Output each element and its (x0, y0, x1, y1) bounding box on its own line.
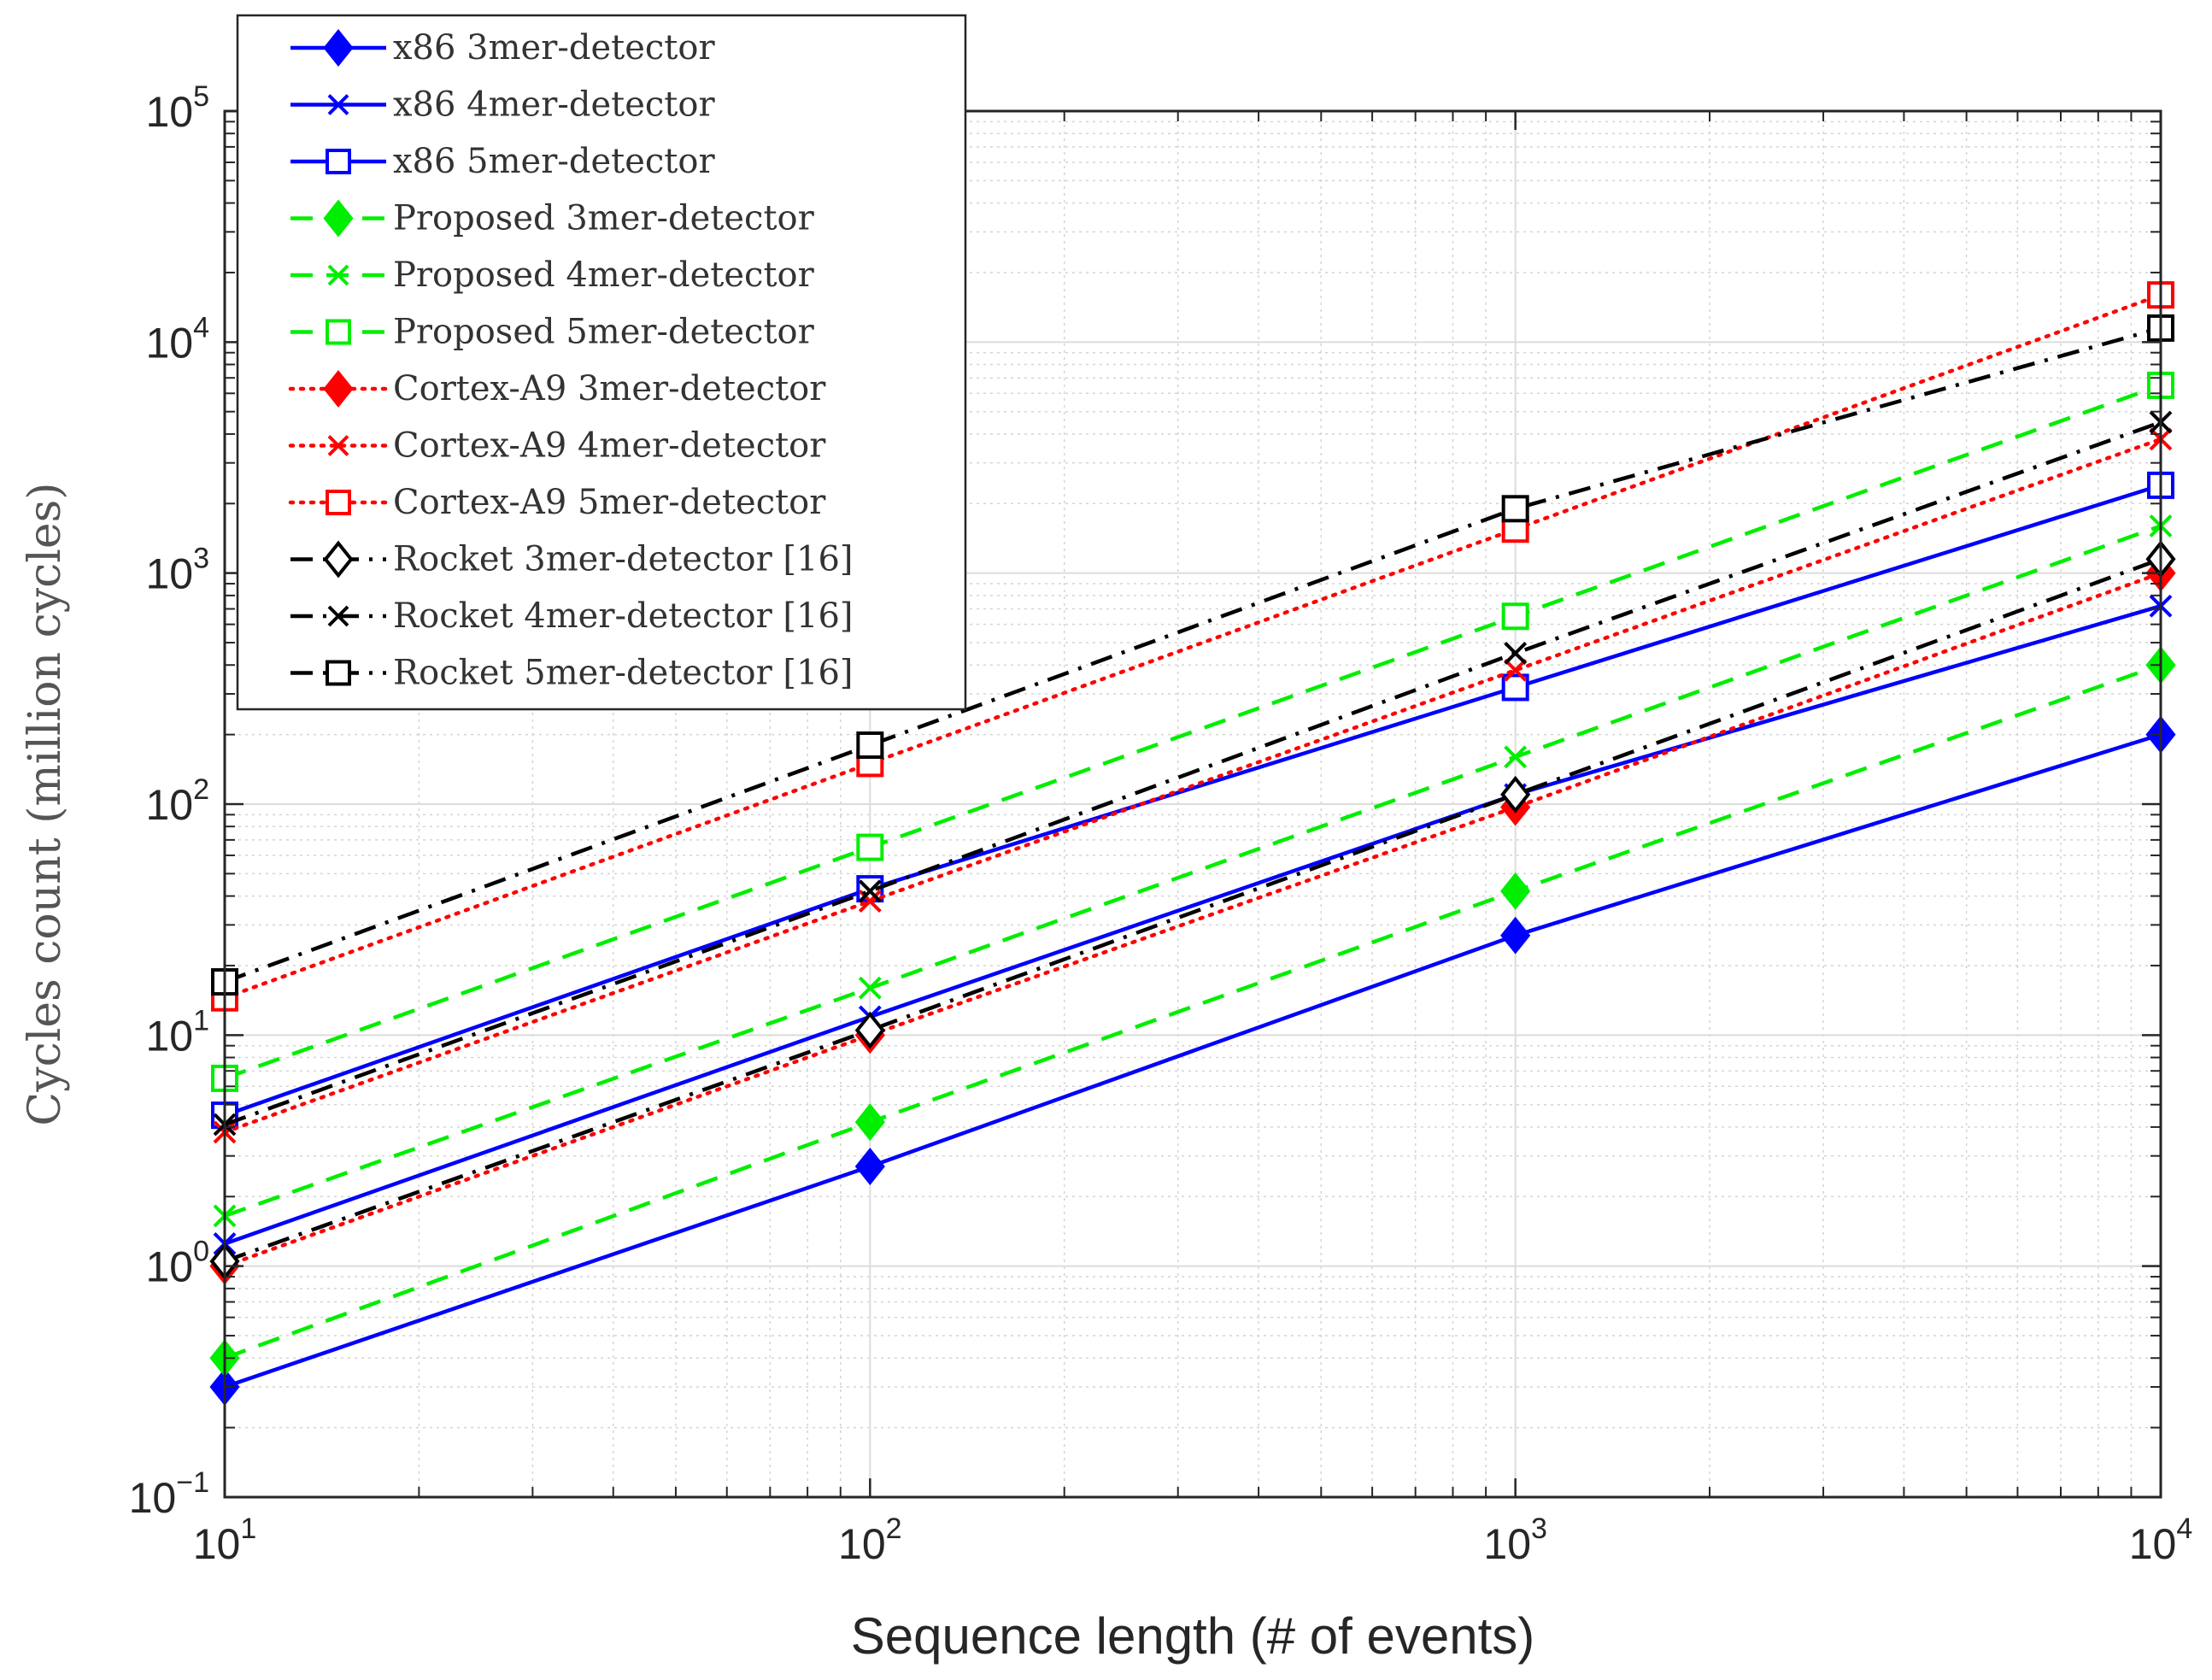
x-marker (858, 976, 882, 1000)
y-tick-label: 100 (145, 1236, 209, 1291)
legend-label: Proposed 5mer-detector (393, 313, 815, 352)
square-marker (326, 149, 351, 174)
legend-box (236, 14, 967, 711)
legend-label: Cortex-A9 4mer-detector (393, 426, 826, 466)
y-tick-label: 103 (145, 543, 209, 598)
diamond-marker (323, 540, 354, 579)
diamond-marker (854, 1148, 885, 1186)
x-marker-stroke (327, 264, 349, 286)
square-marker (326, 660, 351, 686)
x-tick-label: 103 (1483, 1513, 1547, 1568)
series-line (224, 483, 2162, 1118)
x-marker (327, 94, 349, 115)
x-marker-stroke (858, 976, 882, 1000)
square-marker (326, 490, 351, 515)
legend-item: Rocket 5mer-detector [16] (290, 654, 854, 693)
series-line (224, 420, 2162, 1127)
legend-label: Rocket 3mer-detector [16] (393, 540, 854, 579)
x-marker (327, 605, 349, 627)
series-rocket-4mer-detector-16 (213, 410, 2173, 1137)
legend-item: Proposed 4mer-detector (290, 256, 815, 295)
legend-item: Cortex-A9 3mer-detector (288, 369, 826, 408)
series-cortex-a9-4mer-detector (213, 427, 2173, 1144)
legend-label: x86 3mer-detector (393, 28, 715, 68)
series-line (222, 571, 2163, 1268)
x-marker (1504, 658, 1528, 682)
legend-label: Cortex-A9 5mer-detector (393, 483, 826, 522)
square-marker (326, 319, 351, 345)
y-tick-label: 101 (145, 1004, 209, 1060)
series-line (222, 292, 2163, 1000)
diamond-marker (854, 1103, 885, 1142)
legend-label: Cortex-A9 3mer-detector (393, 369, 826, 408)
square-marker (856, 731, 884, 759)
legend-item: Rocket 4mer-detector [16] (290, 596, 854, 636)
y-tick-label: 10−1 (129, 1466, 209, 1522)
series-line (224, 604, 2162, 1246)
x-marker-stroke (327, 605, 349, 627)
series-line (224, 732, 2162, 1389)
x-tick-labels: 101 102 103 104 (193, 1513, 2193, 1568)
series-line (222, 437, 2163, 1135)
series-line (224, 326, 2162, 984)
legend-item: Cortex-A9 5mer-detector (288, 483, 826, 522)
y-tick-label: 105 (145, 80, 209, 136)
series-line (224, 524, 2162, 1219)
x-marker-stroke (1504, 745, 1528, 769)
legend-label: Proposed 4mer-detector (393, 256, 815, 295)
x-marker (327, 264, 349, 286)
diamond-marker (323, 199, 354, 238)
diamond-marker (1500, 916, 1531, 955)
series-line (224, 383, 2162, 1081)
square-marker (1501, 495, 1529, 523)
legend: x86 3mer-detector x86 4mer-detector x86 5m… (236, 14, 967, 711)
legend-items: x86 3mer-detector x86 4mer-detector x86 5m… (288, 28, 854, 693)
series-line (224, 663, 2162, 1360)
y-axis-title: Cycles count (million cycles) (20, 482, 71, 1125)
legend-label: Rocket 5mer-detector [16] (393, 654, 854, 693)
y-tick-label: 104 (145, 311, 209, 367)
diamond-marker (1500, 872, 1531, 910)
diamond-marker (323, 370, 354, 408)
legend-item: Proposed 5mer-detector (290, 313, 815, 352)
x-marker-stroke (1504, 642, 1528, 665)
x-marker-stroke (858, 879, 882, 903)
x-tick-label: 101 (193, 1513, 257, 1568)
legend-item: x86 4mer-detector (290, 85, 715, 125)
y-tick-label: 102 (145, 773, 209, 829)
series-line (224, 557, 2162, 1264)
diamond-marker (854, 1011, 885, 1049)
diamond-marker (1500, 775, 1531, 814)
y-tick-labels: 10−1 100 101 102 103 104 105 (129, 80, 209, 1522)
x-marker-stroke (858, 890, 882, 913)
x-axis-title: Sequence length (# of events) (851, 1607, 1535, 1665)
x-marker (1504, 745, 1528, 769)
x-marker (1504, 642, 1528, 665)
x-marker-stroke (327, 435, 349, 456)
legend-label: x86 4mer-detector (393, 85, 715, 125)
legend-label: x86 5mer-detector (393, 142, 715, 181)
square-marker (856, 833, 884, 861)
diamond-marker (323, 29, 354, 67)
legend-item: Rocket 3mer-detector [16] (290, 540, 854, 579)
x-marker (858, 879, 882, 903)
square-marker (1501, 602, 1529, 631)
legend-item: Cortex-A9 4mer-detector (288, 426, 826, 466)
legend-label: Rocket 4mer-detector [16] (393, 596, 854, 636)
legend-label: Proposed 3mer-detector (393, 199, 815, 238)
x-marker (327, 435, 349, 456)
x-marker-stroke (327, 94, 349, 115)
x-marker-stroke (1504, 658, 1528, 682)
x-tick-label: 104 (2129, 1513, 2193, 1568)
x-tick-label: 102 (838, 1513, 902, 1568)
legend-item: x86 5mer-detector (290, 142, 715, 181)
legend-item: x86 3mer-detector (290, 28, 715, 68)
legend-item: Proposed 3mer-detector (290, 199, 815, 238)
